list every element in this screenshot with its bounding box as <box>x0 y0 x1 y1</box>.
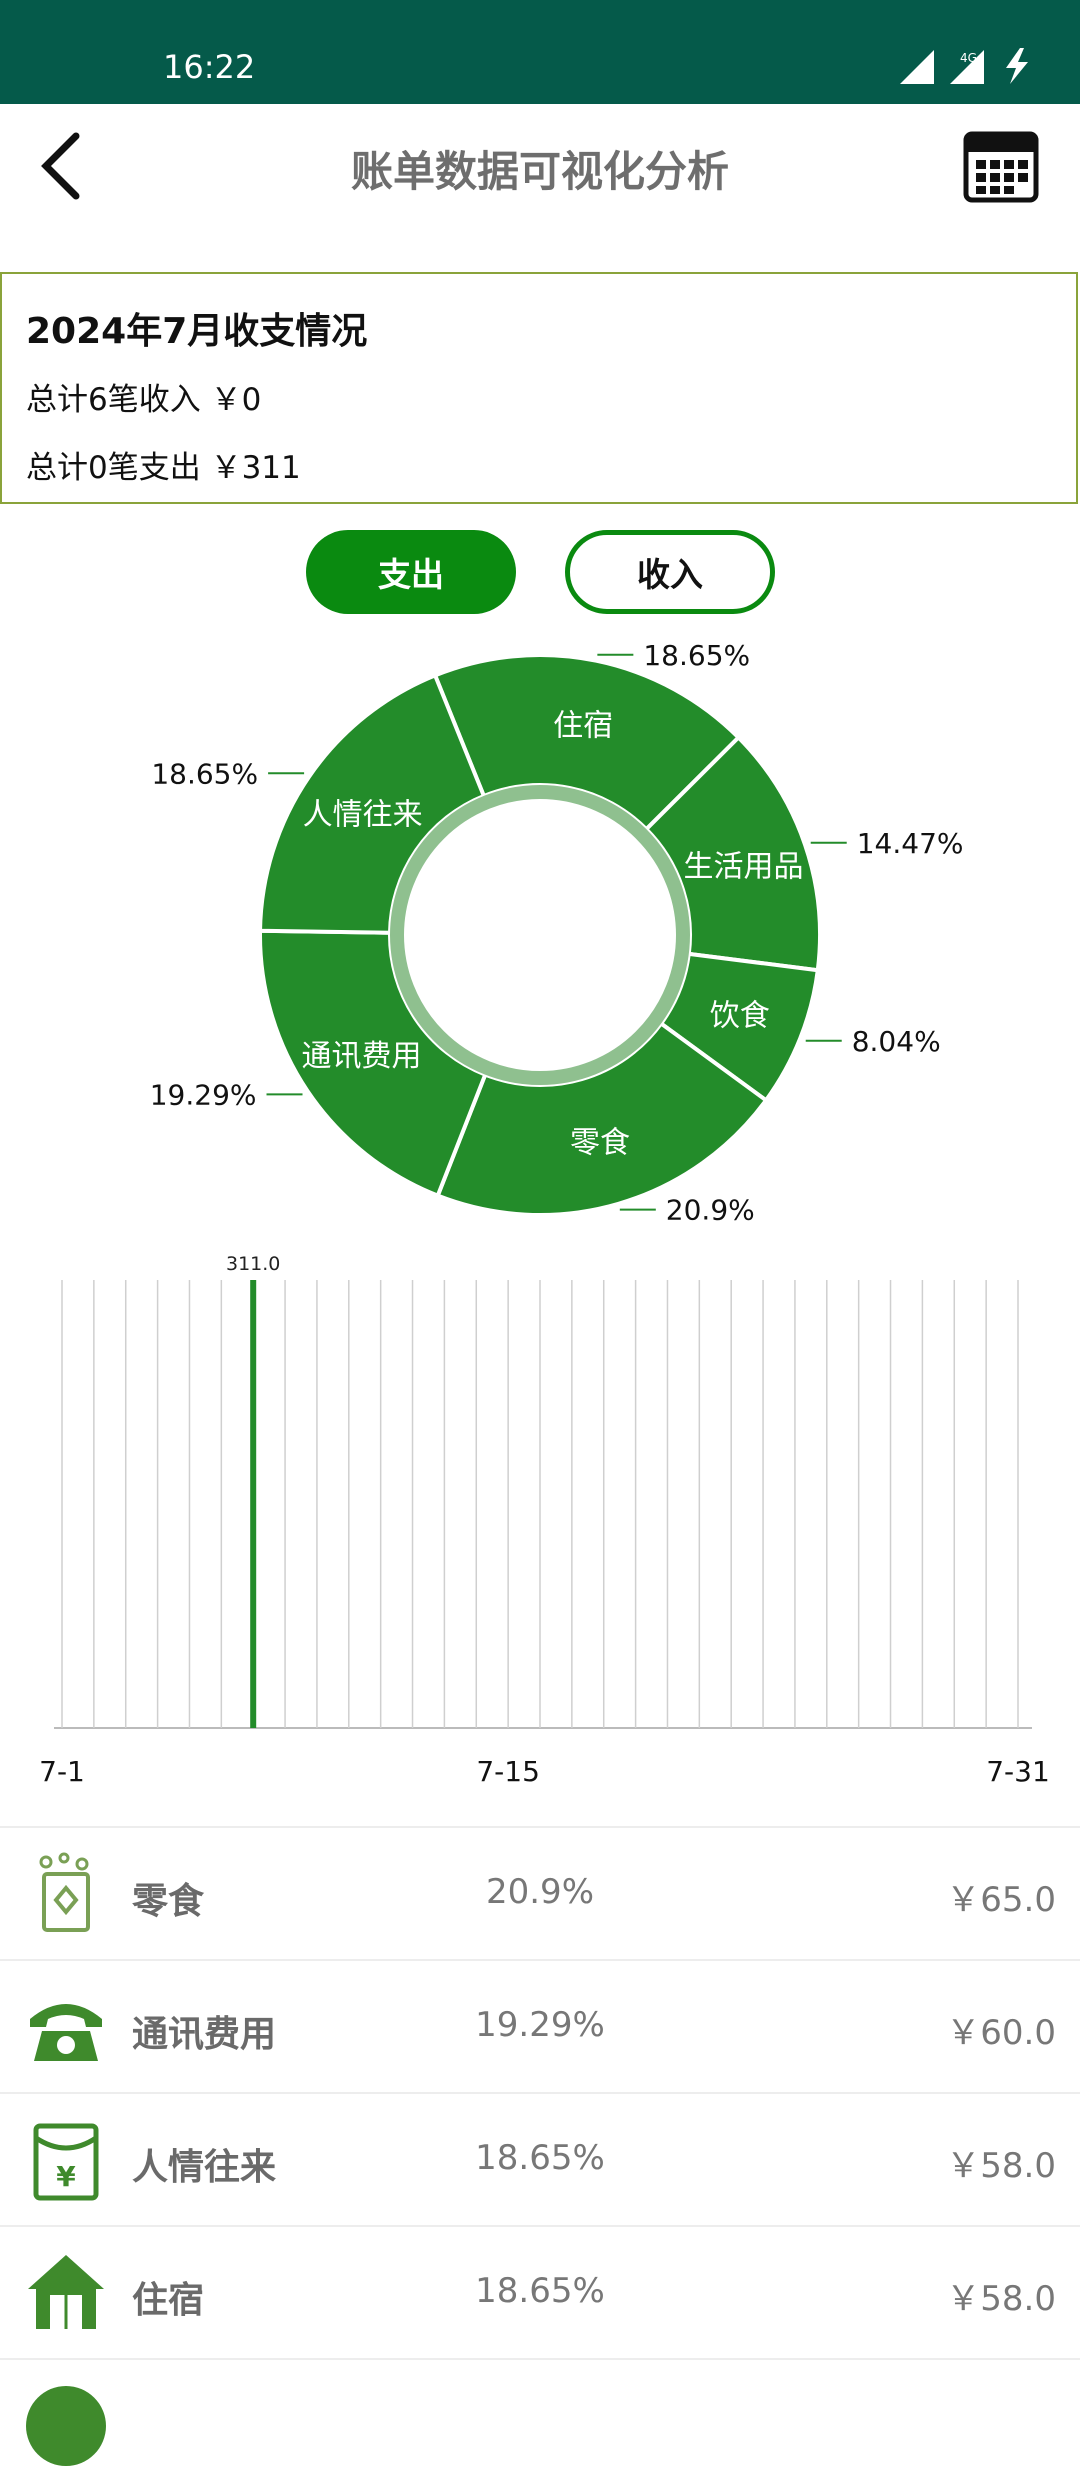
red-envelope-icon: ¥ <box>33 2123 99 2201</box>
donut-slice-label: 住宿 <box>553 708 613 743</box>
category-row[interactable]: 住宿 18.65% ￥58.0 <box>0 2225 1080 2358</box>
donut-percent-label: 14.47% <box>857 827 964 860</box>
category-name: 零食 <box>132 1881 205 1922</box>
category-name: 住宿 <box>132 2280 205 2321</box>
page-title: 账单数据可视化分析 <box>350 147 729 196</box>
donut-slice-label: 饮食 <box>710 999 770 1034</box>
daily-expense-bar-chart: 311.0 7-1 7-15 7-31 <box>39 1253 1050 1788</box>
category-list: 零食 20.9% ￥65.0 通讯费用 19.29% ￥60.0 ¥ 人情往来 18.65% ￥5… <box>0 1826 1080 2491</box>
expense-summary: 总计0笔支出 ￥311 <box>26 450 301 486</box>
category-name: 人情往来 <box>132 2147 277 2188</box>
category-amount: ￥58.0 <box>946 2279 1056 2319</box>
donut-slice-label: 生活用品 <box>684 850 804 885</box>
status-bar: 16:22 4G <box>0 0 1080 104</box>
telephone-icon <box>30 2004 102 2061</box>
category-percent: 20.9% <box>485 1872 594 1912</box>
back-arrow-icon[interactable] <box>36 124 96 208</box>
category-row[interactable]: 通讯费用 19.29% ￥60.0 <box>0 1959 1080 2092</box>
app-bar: 账单数据可视化分析 <box>0 104 1080 228</box>
donut-percent-label: 20.9% <box>666 1194 755 1227</box>
monthly-summary: 2024年7月收支情况 总计6笔收入 ￥0 总计0笔支出 ￥311 <box>0 272 1078 504</box>
bar-value-label: 311.0 <box>226 1253 280 1275</box>
donut-slice-label: 人情往来 <box>303 797 423 832</box>
x-tick-label: 7-31 <box>986 1755 1050 1788</box>
donut-percent-label: 8.04% <box>852 1025 941 1058</box>
bar-day-7[interactable] <box>250 1280 257 1728</box>
category-row[interactable]: 零食 20.9% ￥65.0 <box>0 1826 1080 1959</box>
donut-inner-ring <box>390 785 690 1085</box>
category-amount: ￥65.0 <box>946 1880 1056 1920</box>
income-summary: 总计6笔收入 ￥0 <box>26 382 262 418</box>
donut-percent-label: 19.29% <box>150 1078 257 1111</box>
calendar-icon[interactable] <box>962 126 1040 204</box>
snack-icon <box>39 1852 90 1932</box>
category-donut-chart: 住宿 18.65% 生活用品 14.47% 饮食 8.04% 零食 20.9% 通讯费用 19.2… <box>150 640 964 1227</box>
category-percent: 18.65% <box>475 2138 605 2178</box>
signal-battery-icons: 4G <box>900 48 1028 84</box>
category-percent: 19.29% <box>475 2005 605 2045</box>
x-tick-label: 7-1 <box>39 1755 85 1788</box>
status-time: 16:22 <box>163 48 256 86</box>
donut-slice-label: 零食 <box>570 1125 630 1160</box>
x-tick-label: 7-15 <box>476 1755 540 1788</box>
donut-slice-label: 通讯费用 <box>301 1039 421 1074</box>
category-row[interactable]: ¥ 人情往来 18.65% ￥58.0 <box>0 2092 1080 2225</box>
donut-percent-label: 18.65% <box>643 640 750 672</box>
house-icon <box>28 2255 104 2329</box>
category-icon <box>26 2386 106 2466</box>
donut-percent-label: 18.65% <box>151 757 258 790</box>
income-tab-button[interactable]: 收入 <box>565 530 775 614</box>
svg-text:¥: ¥ <box>56 2160 76 2193</box>
donut-slice-0[interactable] <box>432 653 742 833</box>
expense-tab-button[interactable]: 支出 <box>306 530 516 614</box>
category-amount: ￥60.0 <box>946 2013 1056 2053</box>
category-name: 通讯费用 <box>132 2014 277 2055</box>
summary-heading: 2024年7月收支情况 <box>26 311 368 352</box>
category-amount: ￥58.0 <box>946 2146 1056 2186</box>
category-percent: 18.65% <box>475 2271 605 2311</box>
donut-slice-5[interactable] <box>258 672 487 935</box>
category-row-partial[interactable] <box>0 2358 1080 2491</box>
